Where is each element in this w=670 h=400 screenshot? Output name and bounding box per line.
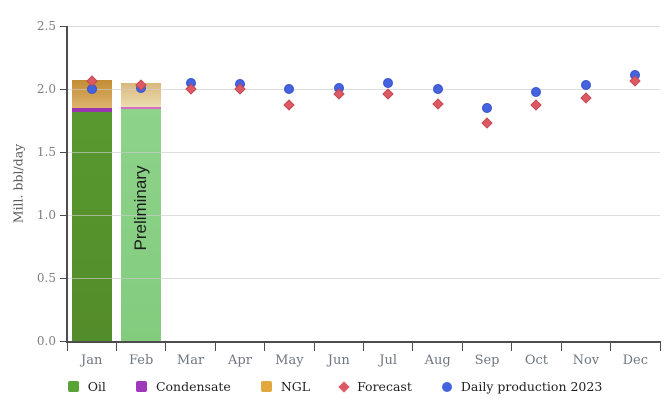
- legend-label-forecast: Forecast: [357, 379, 412, 394]
- condensate-swatch-icon: [135, 381, 147, 392]
- y-axis-tick: [60, 214, 67, 216]
- x-tick-label-may: May: [275, 353, 304, 368]
- forecast-marker-nov[interactable]: [580, 92, 592, 104]
- y-axis-tick: [60, 277, 67, 279]
- x-tick-label-jan: Jan: [81, 353, 103, 368]
- y-axis-tick-label: 1.0: [36, 208, 56, 222]
- legend-label-ngl: NGL: [280, 379, 311, 394]
- x-axis-tick: [165, 341, 167, 351]
- x-axis-tick: [313, 341, 315, 351]
- y-axis-tick: [60, 88, 67, 90]
- legend-item-ngl[interactable]: NGL: [260, 379, 311, 394]
- daily-production-marker-jul[interactable]: [383, 77, 394, 88]
- legend-item-condensate[interactable]: Condensate: [135, 379, 231, 394]
- legend: Oil Condensate NGL Forecast Daily produc…: [0, 379, 670, 394]
- x-tick-label-mar: Mar: [176, 353, 205, 368]
- legend-label-daily-production: Daily production 2023: [460, 379, 603, 394]
- y-axis-tick-label: 2.0: [36, 82, 56, 96]
- legend-item-oil[interactable]: Oil: [67, 379, 106, 394]
- forecast-marker-may[interactable]: [283, 99, 296, 112]
- ngl-swatch-icon: [260, 381, 272, 392]
- legend-label-oil: Oil: [87, 379, 106, 394]
- forecast-diamond-icon: [338, 380, 350, 393]
- x-axis-tick: [115, 341, 117, 351]
- forecast-marker-aug[interactable]: [431, 98, 444, 110]
- y-axis-title: Mill. bbl/day: [10, 143, 26, 224]
- x-tick-label-sep: Sep: [474, 353, 500, 368]
- forecast-marker-jul[interactable]: [382, 88, 394, 100]
- x-axis-tick: [659, 341, 661, 351]
- daily-production-circle-icon: [441, 381, 452, 392]
- x-tick-label-oct: Oct: [524, 353, 549, 368]
- x-tick-label-apr: Apr: [227, 353, 252, 368]
- x-axis-tick: [214, 341, 216, 351]
- gridline: [67, 214, 660, 216]
- y-axis-tick-label: 0.0: [36, 334, 56, 348]
- x-tick-label-nov: Nov: [572, 353, 600, 368]
- forecast-marker-sep[interactable]: [481, 117, 493, 129]
- y-axis-tick-label: 1.5: [36, 145, 56, 159]
- gridline: [67, 277, 660, 279]
- preliminary-label: Preliminary: [131, 165, 151, 251]
- x-axis-tick: [66, 341, 68, 351]
- x-tick-label-feb: Feb: [128, 353, 154, 368]
- x-tick-label-jul: Jul: [379, 353, 398, 368]
- bar-condensate-feb[interactable]: [121, 106, 162, 110]
- bar-condensate-jan[interactable]: [71, 107, 112, 112]
- legend-item-daily-production[interactable]: Daily production 2023: [441, 379, 603, 394]
- daily-production-marker-may[interactable]: [284, 84, 295, 94]
- bar-oil-feb[interactable]: [121, 109, 162, 341]
- x-axis-tick: [264, 341, 266, 351]
- x-tick-label-aug: Aug: [424, 353, 451, 368]
- x-axis-tick: [412, 341, 414, 351]
- y-axis-tick: [60, 151, 67, 153]
- y-axis-line: [66, 26, 68, 342]
- x-axis-tick: [461, 341, 463, 351]
- gridline: [67, 88, 660, 90]
- daily-production-marker-oct[interactable]: [531, 86, 542, 97]
- legend-label-condensate: Condensate: [155, 379, 231, 394]
- oil-swatch-icon: [67, 381, 79, 392]
- y-axis-tick-label: 0.5: [36, 271, 56, 285]
- y-axis-tick-label: 2.5: [36, 19, 56, 33]
- x-tick-label-jun: Jun: [327, 353, 350, 368]
- daily-production-marker-aug[interactable]: [432, 84, 443, 94]
- legend-item-forecast[interactable]: Forecast: [338, 379, 412, 394]
- forecast-marker-oct[interactable]: [530, 99, 543, 112]
- y-axis-tick: [60, 340, 67, 342]
- bar-oil-jan[interactable]: [71, 111, 112, 341]
- x-axis-tick: [511, 341, 513, 351]
- x-axis-tick: [560, 341, 562, 351]
- gridline: [67, 25, 660, 27]
- x-tick-label-dec: Dec: [622, 353, 648, 368]
- gridline: [67, 151, 660, 153]
- daily-production-marker-nov[interactable]: [580, 80, 591, 91]
- y-axis-tick: [60, 25, 67, 27]
- daily-production-marker-sep[interactable]: [482, 102, 493, 113]
- x-axis-tick: [610, 341, 612, 351]
- x-axis-tick: [363, 341, 364, 351]
